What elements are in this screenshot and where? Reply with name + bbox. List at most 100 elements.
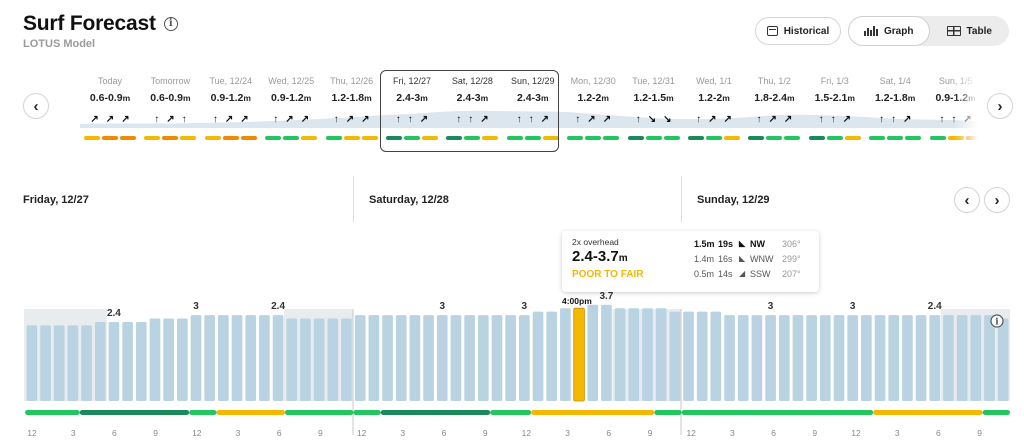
hour-tick-label: 3 [565,428,570,438]
day-column[interactable]: Fri, 1/3 1.5-2.1m ↑ ↑ ↗ [805,70,865,140]
direction-arrow-icon: ↑ [181,114,187,125]
day-column[interactable]: Sun, 12/29 2.4-3m ↑ ↑ ↗ [503,70,563,140]
day-divider [353,176,354,222]
hour-tick-label: 6 [606,428,611,438]
view-toggle: Graph Table [848,16,1009,46]
height-bar [477,315,489,401]
days-prev-button[interactable]: ‹ [23,93,49,119]
day-wave-height: 2.4-3m [396,92,428,104]
day-name: Sun, 12/29 [511,76,555,86]
height-bar [915,315,927,401]
hour-tick-label: 9 [812,428,817,438]
swell-direction-icon: ◢ [739,269,746,278]
direction-arrow-icon: ↘ [663,114,672,125]
condition-bar [343,136,360,140]
condition-bar [808,136,825,140]
direction-arrow-icon: ↗ [723,114,732,125]
day-column[interactable]: Tue, 12/31 1.2-1.5m ↑ ↘ ↘ [624,70,684,140]
bar-value-label: 3 [768,301,774,312]
direction-arrow-icon: ↑ [951,114,956,126]
day-column[interactable]: Tue, 12/24 0.9-1.2m ↑ ↗ ↗ [201,70,261,140]
height-bar [874,315,886,401]
height-bar [300,318,311,401]
height-bar [368,315,380,401]
forecast-tooltip: 2x overhead 2.4-3.7m POOR TO FAIR 1.5m 19… [562,231,819,292]
condition-bar [905,136,922,140]
day-wave-height: 1.2-2m [577,92,609,104]
height-bar [765,315,776,401]
day-column[interactable]: Mon, 12/30 1.2-2m ↑ ↗ ↗ [563,70,623,140]
condition-bar [724,136,740,140]
direction-arrow-icon: ↑ [468,114,474,125]
calendar-icon [766,26,778,36]
condition-segment [25,410,80,415]
condition-bar [162,136,179,140]
info-icon[interactable]: i [163,17,178,31]
hour-tick-label: 12 [522,428,532,438]
condition-bars [563,136,623,140]
bar-value-label: 2.4 [107,308,121,319]
height-bar [491,315,503,401]
day-column[interactable]: Fri, 12/27 2.4-3m ↑ ↑ ↗ [382,70,442,140]
days-next-button[interactable]: › [987,93,1013,119]
day-wave-height: 0.6-0.9m [150,92,191,104]
chart-info-icon [990,314,1004,328]
direction-arrow-icon: ↑ [154,114,160,125]
height-bar [354,315,366,401]
height-bar [190,315,202,401]
height-bar [751,315,763,401]
day-column[interactable]: Today 0.6-0.9m ↗ ↗ ↗ [80,70,140,140]
day-name: Fri, 1/3 [820,76,849,86]
direction-arrow-icon: ↗ [602,114,612,125]
direction-arrow-icon: ↗ [90,114,99,125]
day-wave-height: 1.2-1.8m [875,92,916,104]
direction-arrow-icon: ↗ [166,114,175,125]
direction-arrow-icon: ↗ [240,114,249,125]
chart-info-icon-glyph: i [995,318,999,328]
day-column[interactable]: Tomorrow 0.6-0.9m ↑ ↗ ↑ [140,70,200,140]
condition-bar [325,136,342,140]
condition-bar [102,136,118,140]
day-column[interactable]: Thu, 1/2 1.8-2.4m ↑ ↗ ↗ [744,70,804,140]
day-column[interactable]: Wed, 12/25 0.9-1.2m ↑ ↗ ↗ [261,70,321,140]
day-column[interactable]: Sat, 1/4 1.2-1.8m ↑ ↑ ↗ [865,70,925,140]
condition-bar [404,136,420,140]
hour-tick-label: 3 [895,428,900,438]
table-view-button[interactable]: Table [930,16,1010,46]
day-divider [681,176,682,222]
historical-button[interactable]: Historical [755,17,841,45]
wind-arrows: ↑ ↗ ↗ [744,114,804,126]
direction-arrow-icon: ↑ [333,114,339,125]
condition-segment [353,410,381,415]
direction-arrow-icon: ↑ [635,114,641,125]
day-column[interactable]: Sat, 12/28 2.4-3m ↑ ↑ ↗ [442,70,502,140]
condition-bar [826,136,843,140]
direction-arrow-icon: ↗ [708,114,717,125]
day-column[interactable]: Wed, 1/1 1.2-2m ↑ ↗ ↗ [684,70,744,140]
graph-view-button[interactable]: Graph [848,16,930,46]
direction-arrow-icon: ↑ [878,114,884,125]
height-bar [943,315,954,401]
height-bar [737,315,749,401]
condition-bar [84,136,100,140]
day-name: Thu, 1/2 [757,76,791,86]
height-bar [163,318,174,401]
graph-view-label: Graph [884,25,914,37]
height-bar [806,315,817,401]
height-bar [395,315,407,401]
tooltip-swell-row: 1.5m 19s ◣ NW 306° [694,239,801,249]
tooltip-rating: POOR TO FAIR [572,269,644,280]
direction-arrow-icon: ↗ [345,114,355,125]
height-bar [861,315,872,401]
chevron-right-icon: › [994,191,1000,209]
condition-segment [654,410,682,415]
hour-tick-label: 6 [112,428,117,438]
chart-prev-button[interactable]: ‹ [954,187,980,213]
chart-next-button[interactable]: › [984,187,1010,213]
day-column[interactable]: Thu, 12/26 1.2-1.8m ↑ ↗ ↗ [322,70,382,140]
direction-arrow-icon: ↗ [285,114,294,125]
condition-bar [645,136,662,140]
height-bar [464,315,475,401]
day-name: Wed, 12/25 [268,76,315,86]
condition-segment [873,410,983,415]
